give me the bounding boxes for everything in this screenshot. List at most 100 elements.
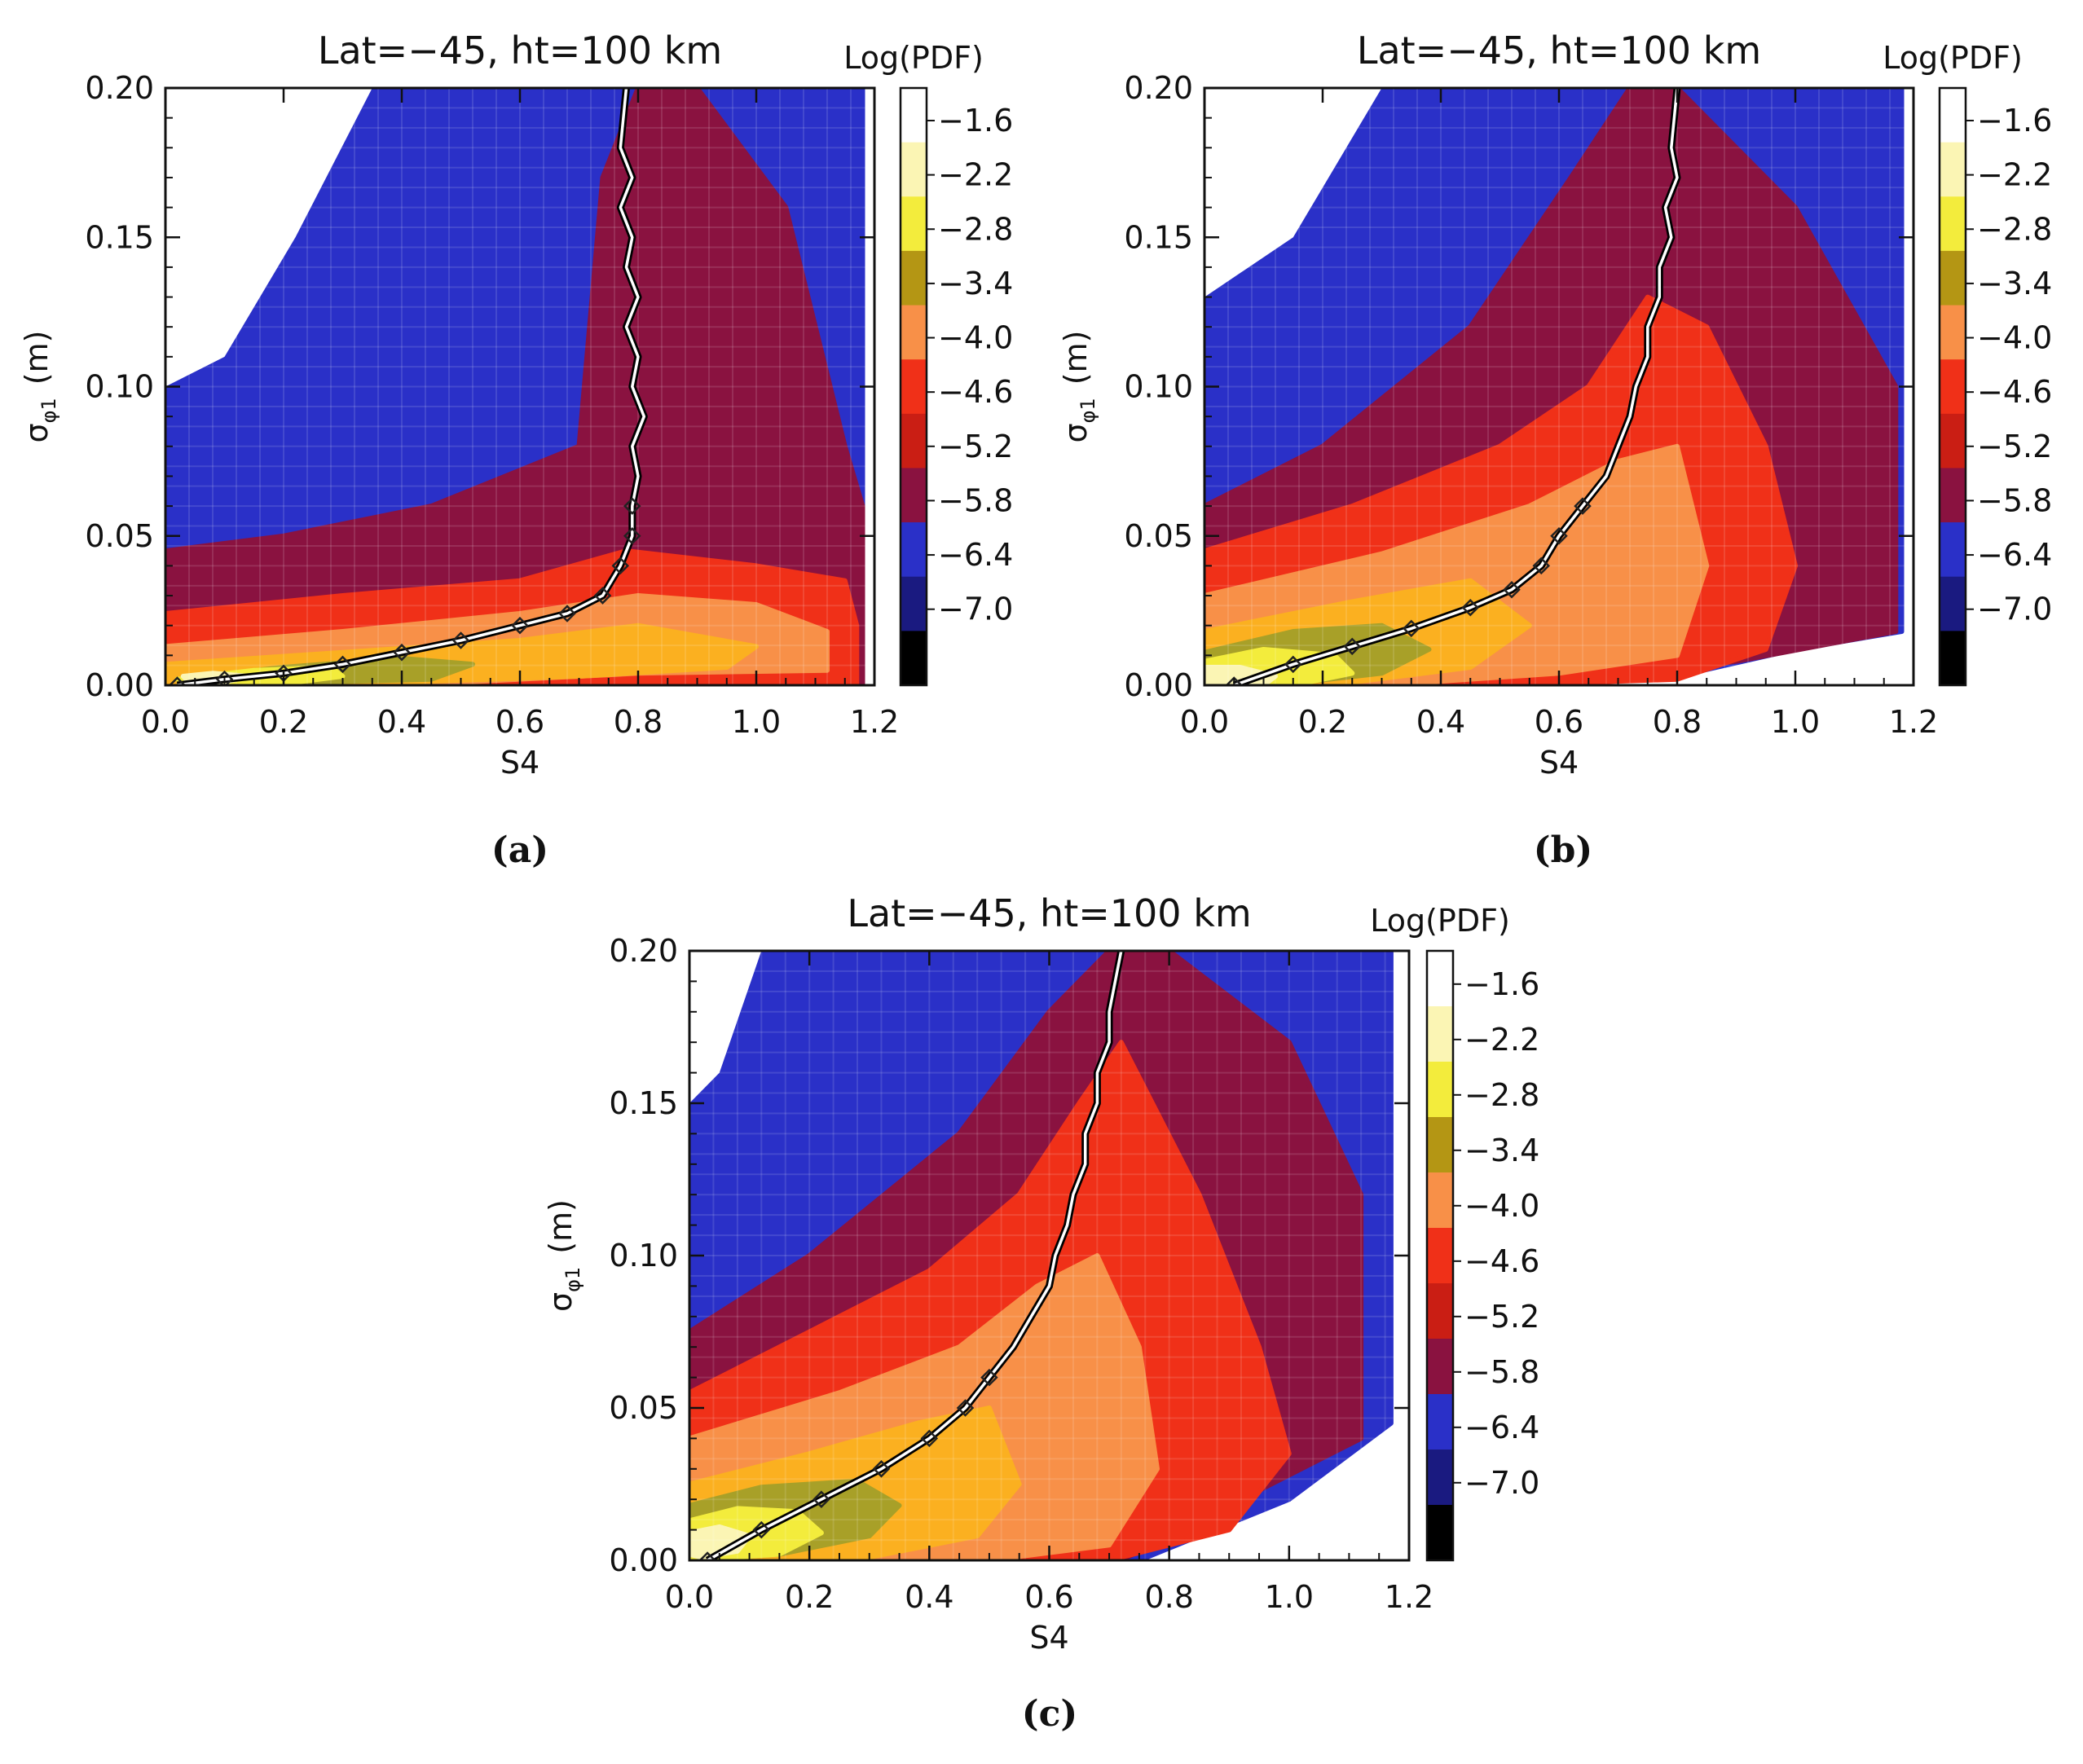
colorbar-level-label: −5.8 xyxy=(938,482,1013,518)
colorbar-level-label: −4.0 xyxy=(938,320,1013,356)
colorbar-swatch xyxy=(1427,1062,1453,1118)
colorbar-swatch xyxy=(901,196,927,252)
ridge-marker xyxy=(451,631,470,649)
ridge-marker xyxy=(752,1520,771,1539)
chart-title: Lat=−45, ht=100 km xyxy=(1357,29,1761,73)
ridge-marker xyxy=(168,676,187,685)
colorbar-frame xyxy=(1425,949,1455,1562)
y-tick-label: 0.15 xyxy=(1124,219,1193,255)
colorbar-level-label: −4.6 xyxy=(938,374,1013,410)
x-tick-label: 0.4 xyxy=(1416,704,1465,740)
ridge-marker xyxy=(511,616,529,635)
colorbar-swatch xyxy=(901,576,927,631)
ridge-marker xyxy=(593,587,612,605)
empty-bin-region-0 xyxy=(689,951,762,1103)
colorbar-level-label: −6.4 xyxy=(1977,537,2052,573)
ridge-marker xyxy=(623,526,641,545)
colorbar-level-label: −2.2 xyxy=(1464,1022,1539,1058)
colorbar-level-label: −7.0 xyxy=(938,592,1013,627)
colorbar-swatch xyxy=(1427,1006,1453,1062)
x-tick-label: 0.4 xyxy=(377,704,426,740)
x-tick-label: 0.0 xyxy=(665,1579,714,1615)
colorbar-level-label: −5.2 xyxy=(1977,429,2052,464)
chart-panel-a: 0.0 0.2 0.4 0.6 0.8 1.0 1.2 0.00 0.05 0.10 0.15 0.2… xyxy=(19,29,1013,871)
x-tick-label: 0.2 xyxy=(259,704,308,740)
ridge-marker xyxy=(1461,598,1480,617)
x-tick-label: 1.2 xyxy=(850,704,899,740)
colorbar-level-label: −5.8 xyxy=(1464,1354,1539,1390)
colorbar-swatch xyxy=(1940,305,1966,360)
colorbar-swatch xyxy=(901,250,927,306)
y-tick-label: 0.00 xyxy=(85,667,154,703)
ridge-marker xyxy=(1402,619,1420,638)
colorbar-level-label: −4.6 xyxy=(1464,1243,1539,1279)
colorbar-level-label: −5.8 xyxy=(1977,482,2052,518)
y-tick-label: 0.00 xyxy=(1124,667,1193,703)
y-tick-label: 0.05 xyxy=(85,518,154,554)
pdf-field xyxy=(1204,88,1913,685)
pdf-field xyxy=(165,88,874,685)
colorbar-level-label: −4.0 xyxy=(1977,320,2052,356)
y-tick-label: 0.20 xyxy=(85,70,154,106)
colorbar-swatch xyxy=(1940,250,1966,306)
y-axis-label-unit: (m) xyxy=(1058,331,1094,385)
x-tick-label: 0.8 xyxy=(614,704,663,740)
ridge-marker xyxy=(980,1368,998,1387)
x-axis-label: S4 xyxy=(500,745,539,781)
y-axis-label-symbol: σ xyxy=(1058,423,1094,442)
empty-bin-region-0 xyxy=(165,88,372,387)
ridge-marker xyxy=(698,1551,716,1560)
ridge-marker xyxy=(872,1460,891,1478)
colorbar-level-label: −2.2 xyxy=(938,157,1013,193)
y-axis-label-subscript: φ1 xyxy=(1077,398,1099,423)
colorbar-level-label: −5.2 xyxy=(938,429,1013,464)
colorbar-swatch xyxy=(901,359,927,415)
ridge-marker xyxy=(1225,676,1244,685)
colorbar: −1.6 −2.2 −2.8 −3.4 −4.0 −4.6 −5.2 −5.8 −6.4 −7.0… xyxy=(1883,40,2052,687)
x-tick-label: 1.0 xyxy=(732,704,781,740)
colorbar-title: Log(PDF) xyxy=(1370,903,1510,939)
y-tick-label: 0.15 xyxy=(609,1085,678,1121)
colorbar-swatch xyxy=(901,305,927,360)
colorbar-swatch xyxy=(1940,522,1966,578)
colorbar-swatch xyxy=(1940,88,1966,143)
colorbar-level-label: −4.6 xyxy=(1977,374,2052,410)
colorbar-level-label: −1.6 xyxy=(1977,103,2052,139)
colorbar-level-label: −6.4 xyxy=(1464,1410,1539,1445)
y-tick-label: 0.05 xyxy=(1124,518,1193,554)
x-tick-label: 1.0 xyxy=(1771,704,1820,740)
colorbar-swatch xyxy=(1940,576,1966,631)
x-tick-label: 1.0 xyxy=(1265,1579,1314,1615)
x-tick-label: 0.2 xyxy=(785,1579,834,1615)
colorbar-swatch xyxy=(1940,468,1966,523)
colorbar-swatch xyxy=(1427,1505,1453,1561)
y-axis-label-symbol: σ xyxy=(19,423,55,442)
colorbar-level-label: −7.0 xyxy=(1464,1465,1539,1501)
ridge-marker xyxy=(1550,526,1568,545)
chart-panel-c: 0.0 0.2 0.4 0.6 0.8 1.0 1.2 0.00 0.05 0.10 0.15 0.2… xyxy=(543,891,1539,1735)
ridge-line-light xyxy=(1233,88,1679,685)
ridge-marker xyxy=(623,497,641,515)
colorbar-level-label: −3.4 xyxy=(1464,1133,1539,1168)
x-tick-label: 0.6 xyxy=(1535,704,1583,740)
colorbar-swatch xyxy=(901,88,927,143)
colorbar-swatch xyxy=(1427,1172,1453,1229)
colorbar-swatch xyxy=(1940,359,1966,415)
colorbar-swatch xyxy=(1940,631,1966,686)
colorbar-swatch xyxy=(1427,951,1453,1007)
y-axis-label-subscript: φ1 xyxy=(37,398,60,423)
colorbar: −1.6 −2.2 −2.8 −3.4 −4.0 −4.6 −5.2 −5.8 −6.4 −7.0… xyxy=(1370,903,1539,1562)
x-axis-label: S4 xyxy=(1539,745,1579,781)
ridge-marker xyxy=(333,655,352,674)
ridge-marker xyxy=(1503,580,1521,599)
y-tick-label: 0.05 xyxy=(609,1390,678,1426)
empty-bin-region-0 xyxy=(1204,88,1382,297)
colorbar-swatch xyxy=(1940,196,1966,252)
x-tick-label: 0.4 xyxy=(905,1579,953,1615)
colorbar-title: Log(PDF) xyxy=(1883,40,2023,76)
chart-title: Lat=−45, ht=100 km xyxy=(847,891,1251,935)
colorbar-level-label: −1.6 xyxy=(938,103,1013,139)
ridge-marker xyxy=(558,605,576,622)
x-tick-label: 1.2 xyxy=(1385,1579,1433,1615)
